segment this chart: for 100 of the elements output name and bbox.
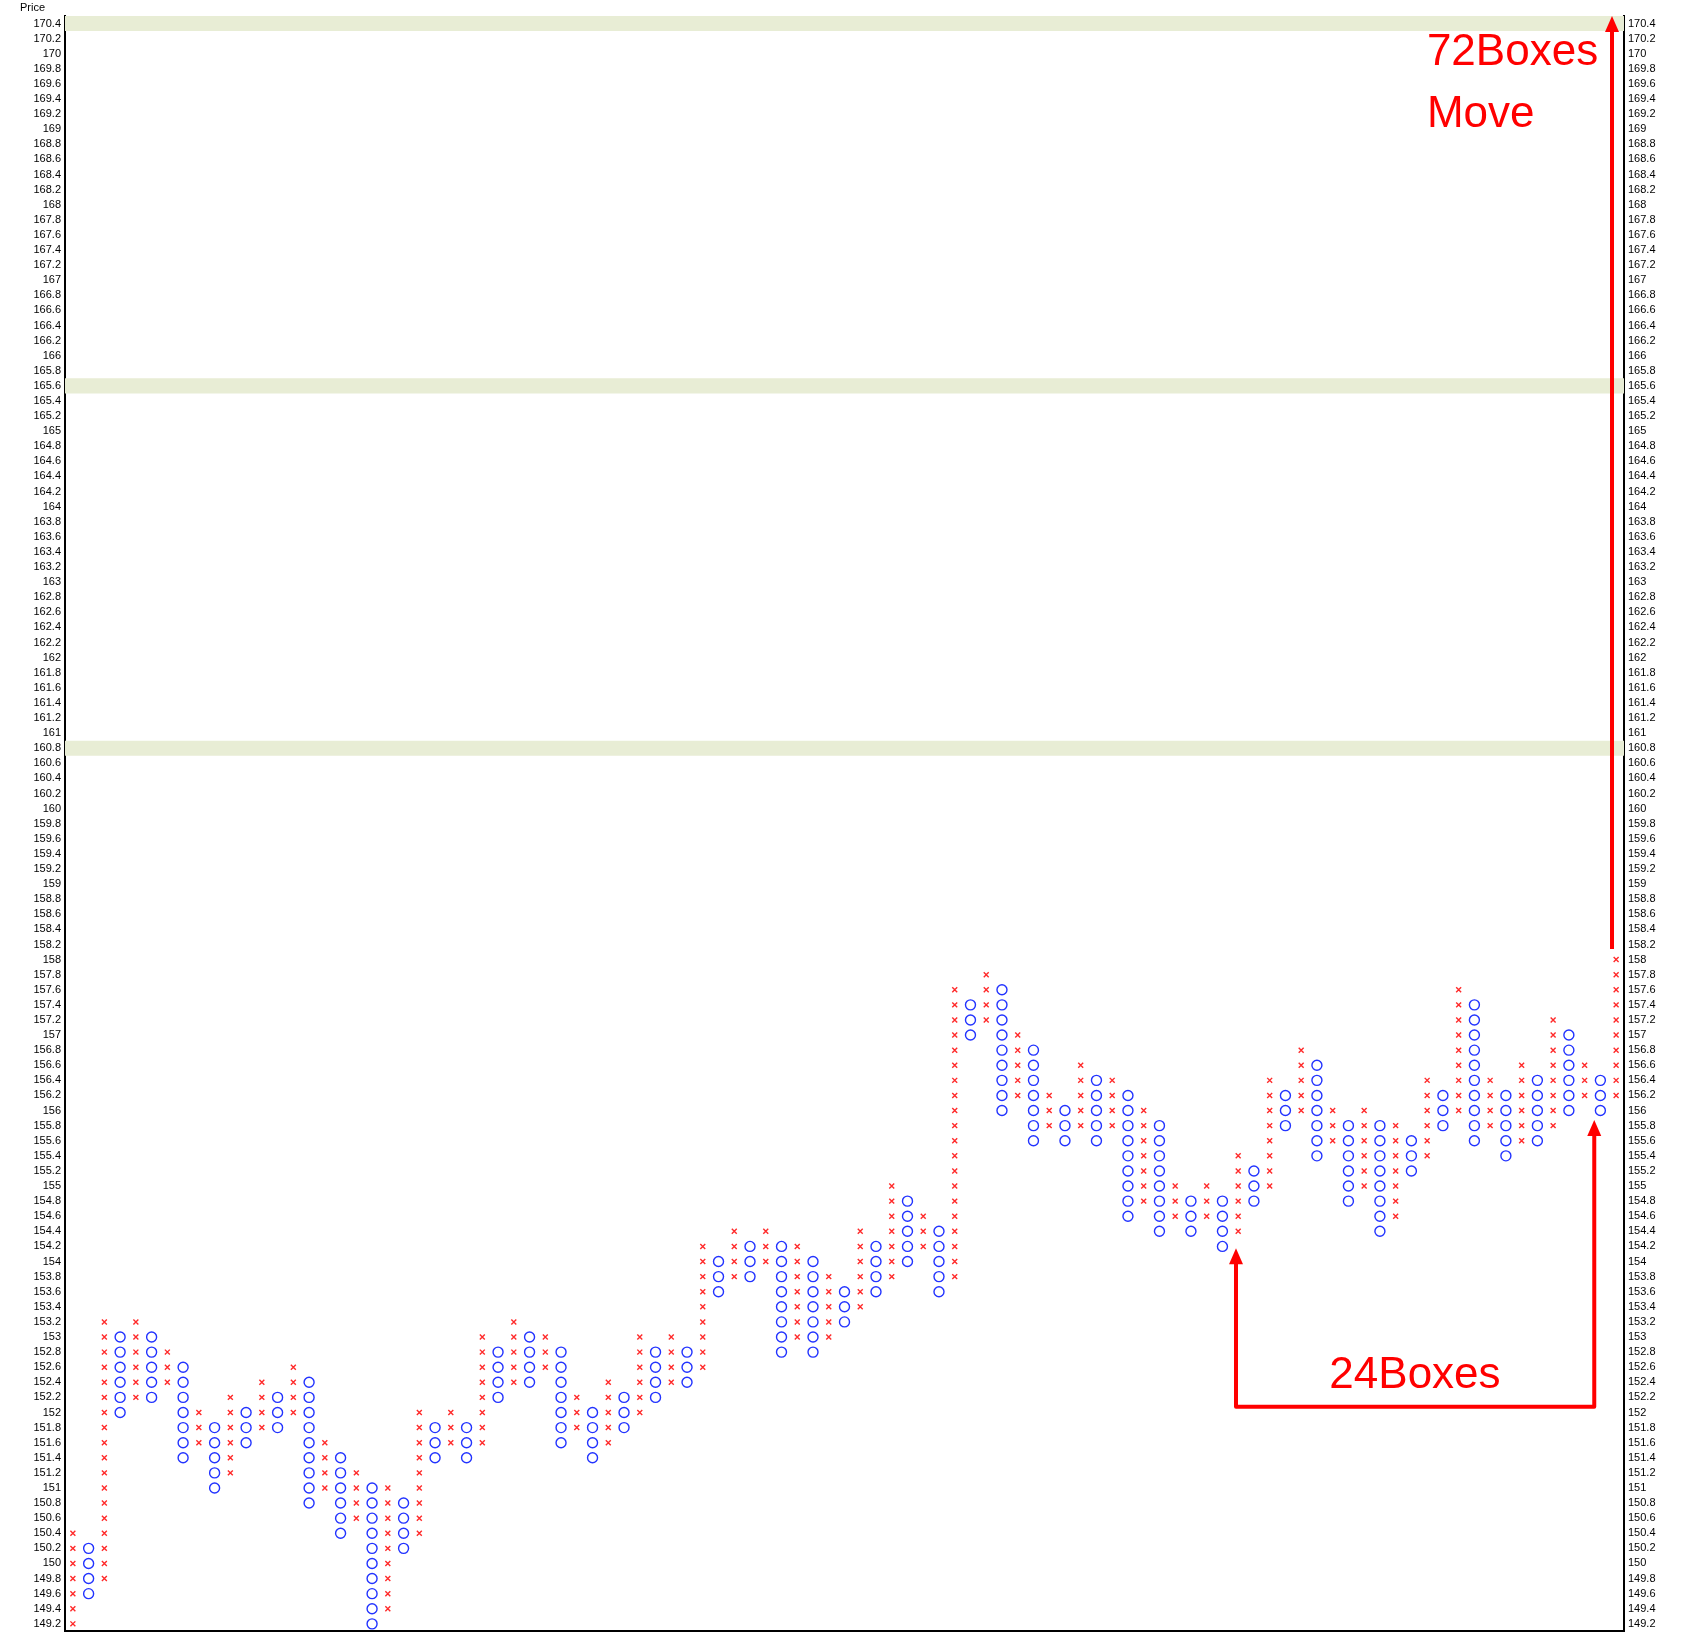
point	[1014, 1092, 1021, 1099]
point	[1266, 1107, 1273, 1114]
point	[1109, 1077, 1116, 1084]
point	[586, 1421, 599, 1434]
point	[964, 1029, 977, 1041]
point	[1090, 1089, 1103, 1102]
point	[1140, 1167, 1147, 1175]
point	[1392, 1137, 1399, 1144]
point	[951, 1273, 958, 1280]
y2-tick-label: 154.8	[1628, 1194, 1656, 1207]
point	[1374, 1210, 1386, 1222]
point	[1437, 1104, 1449, 1117]
y-tick-label: 158.8	[33, 892, 61, 905]
y2-tick-label: 167.6	[1628, 227, 1656, 240]
y-tick-label: 155.4	[33, 1148, 61, 1161]
y-tick-label: 154.2	[33, 1239, 61, 1252]
y2-tick-label: 155.4	[1628, 1148, 1656, 1161]
point	[1329, 1137, 1336, 1144]
point	[1090, 1135, 1103, 1147]
y2-tick-label: 151.4	[1628, 1450, 1656, 1463]
point	[1248, 1195, 1260, 1207]
point	[303, 1497, 315, 1509]
point	[492, 1361, 504, 1373]
y-tick-label: 154.4	[33, 1224, 61, 1237]
y2-tick-label: 151.6	[1628, 1435, 1656, 1448]
point	[1077, 1122, 1084, 1129]
point	[1486, 1092, 1494, 1099]
point	[416, 1515, 423, 1522]
point	[1298, 1062, 1305, 1069]
point	[334, 1497, 347, 1509]
point	[101, 1530, 108, 1537]
y-tick-label: 168.8	[33, 137, 61, 150]
y-tick-label: 149.2	[33, 1616, 61, 1629]
y2-tick-label: 150.4	[1628, 1526, 1656, 1539]
point	[366, 1497, 378, 1509]
point	[1392, 1167, 1399, 1175]
y2-tick-label: 164.8	[1628, 439, 1656, 452]
point	[1531, 1119, 1544, 1132]
y2-tick-label: 159.6	[1628, 831, 1656, 844]
point	[1140, 1182, 1147, 1190]
y2-tick-label: 169.6	[1628, 76, 1656, 89]
point	[807, 1270, 819, 1283]
point	[573, 1424, 580, 1431]
point	[1027, 1119, 1040, 1132]
point	[1549, 1031, 1557, 1039]
y2-tick-label: 164.4	[1628, 469, 1656, 482]
point	[1140, 1107, 1147, 1114]
point	[258, 1409, 266, 1416]
point	[101, 1499, 108, 1507]
y2-tick-label: 159	[1628, 877, 1647, 890]
y-tick-label: 151.2	[33, 1465, 61, 1478]
point	[177, 1361, 189, 1373]
y-tick-label: 168.6	[33, 152, 61, 165]
point	[1027, 1104, 1040, 1117]
point	[1014, 1077, 1021, 1084]
y2-tick-label: 168	[1628, 197, 1647, 210]
point	[996, 1014, 1008, 1026]
point	[1594, 1104, 1607, 1117]
point	[951, 1092, 958, 1099]
point	[321, 1454, 329, 1461]
y-tick-label: 150.6	[33, 1511, 61, 1524]
point	[1468, 1074, 1481, 1087]
point	[636, 1409, 643, 1416]
point	[1518, 1107, 1525, 1114]
point	[951, 1107, 958, 1114]
point	[1500, 1150, 1512, 1162]
y2-tick-label: 153	[1628, 1330, 1647, 1343]
point	[1563, 1044, 1575, 1056]
point	[1279, 1089, 1292, 1102]
point	[101, 1515, 108, 1522]
point	[227, 1454, 234, 1461]
point	[649, 1391, 662, 1404]
y2-tick-label: 150.6	[1628, 1511, 1656, 1524]
point	[1500, 1089, 1512, 1102]
point	[334, 1452, 347, 1464]
point	[366, 1572, 378, 1585]
point	[101, 1469, 108, 1477]
point	[1374, 1135, 1386, 1147]
y-tick-label: 152.4	[33, 1375, 61, 1388]
point	[1468, 1014, 1481, 1026]
point	[1077, 1092, 1084, 1099]
y-tick-label: 165	[42, 424, 61, 437]
point	[334, 1512, 347, 1524]
y-tick-label: 169.6	[33, 76, 61, 89]
point	[240, 1406, 252, 1419]
point	[901, 1195, 914, 1207]
point	[649, 1346, 662, 1358]
point	[794, 1273, 801, 1280]
y-tick-label: 152.6	[33, 1360, 61, 1373]
point	[1185, 1210, 1197, 1222]
y-tick-label: 166	[42, 348, 61, 361]
point	[208, 1452, 221, 1464]
point	[1423, 1092, 1431, 1099]
point	[145, 1361, 158, 1373]
point	[951, 1046, 958, 1054]
point	[825, 1318, 832, 1326]
point	[366, 1587, 378, 1600]
point	[1203, 1182, 1210, 1190]
point	[177, 1436, 189, 1449]
point	[1153, 1180, 1166, 1192]
